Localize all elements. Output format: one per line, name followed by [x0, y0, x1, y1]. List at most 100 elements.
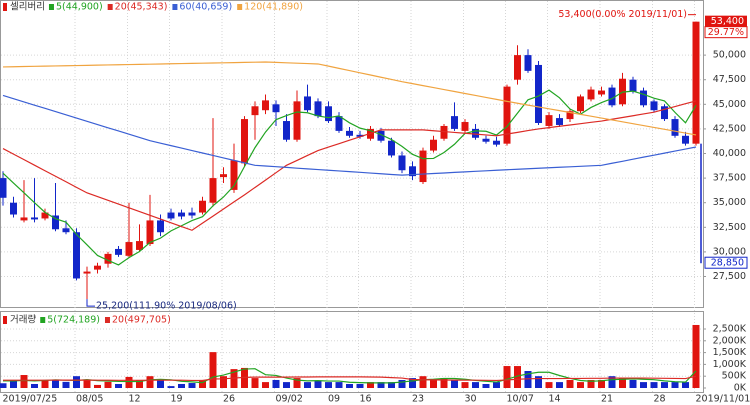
candle-body	[650, 101, 658, 111]
candle-body	[146, 220, 154, 245]
volume-bar	[524, 371, 532, 388]
y-tick-label: 30,000	[713, 246, 746, 257]
x-tick-label: 16	[360, 394, 372, 405]
y-tick-label: 2,000K	[713, 335, 747, 346]
legend-swatch	[40, 317, 46, 323]
candle-body	[20, 217, 28, 221]
candle-body	[514, 55, 521, 80]
volume-bar	[493, 382, 500, 388]
y-tick-label: 0K	[734, 383, 747, 394]
change-box	[704, 26, 748, 39]
candle-body	[104, 253, 112, 264]
ma-line	[3, 375, 697, 382]
x-tick-label: 10/07	[507, 394, 534, 405]
volume-bar	[671, 382, 679, 388]
candle-body	[251, 106, 259, 116]
x-tick-label: 12	[129, 394, 141, 405]
legend-title: 거래량	[10, 314, 36, 326]
candle-body	[503, 86, 511, 144]
volume-bar	[41, 379, 49, 388]
volume-bar	[20, 375, 28, 388]
volume-bar	[325, 382, 332, 388]
candle-body	[335, 116, 343, 131]
volume-bar	[503, 366, 511, 388]
candle-body	[524, 55, 532, 71]
candle-body	[472, 128, 479, 138]
volume-bar	[629, 379, 637, 388]
candle-body	[52, 215, 59, 230]
candle-body	[440, 125, 448, 139]
y-tick-label: 35,000	[713, 197, 746, 208]
y-tick-label: 1,500K	[713, 347, 747, 358]
volume-bar	[451, 379, 458, 388]
volume-bar	[251, 378, 259, 388]
candle-body	[556, 118, 563, 125]
candle-body	[419, 150, 427, 183]
volume-bar	[577, 382, 584, 388]
candle-body	[608, 87, 616, 106]
legend-swatch	[107, 4, 113, 10]
change-label: 29.77%	[708, 27, 744, 38]
volume-bar	[73, 376, 80, 388]
candle-body	[304, 96, 311, 111]
legend-swatch	[237, 4, 243, 10]
candle-body	[230, 160, 238, 190]
volume-bar	[10, 379, 17, 388]
volume-bar	[146, 376, 154, 388]
candle-body	[115, 248, 122, 255]
volume-bar	[388, 382, 395, 388]
candle-body	[167, 212, 175, 219]
volume-bar	[115, 383, 122, 388]
volume-bar	[94, 384, 101, 388]
x-tick-label: 08/05	[76, 394, 103, 405]
volume-bar	[293, 378, 301, 388]
volume-panel	[0, 311, 704, 393]
volume-bar	[367, 382, 374, 388]
volume-bar	[188, 383, 196, 388]
volume-bar	[62, 381, 70, 388]
volume-bar	[608, 376, 616, 388]
x-tick-label: 30	[465, 394, 477, 405]
candle-body	[220, 174, 227, 178]
volume-bar	[409, 378, 416, 388]
y-tick-label: 2,500K	[713, 323, 747, 334]
legend-label: 20(497,705)	[112, 315, 171, 326]
candle-body	[545, 115, 553, 126]
candle-body	[661, 106, 668, 120]
candle-body	[325, 106, 332, 122]
legend-icon	[3, 316, 7, 324]
ma-line	[2, 94, 697, 176]
volume-bar	[587, 379, 595, 388]
candle-body	[461, 122, 469, 131]
y-tick-label: 45,000	[713, 99, 746, 110]
candle-body	[629, 79, 637, 92]
volume-bar	[178, 383, 185, 388]
legend-swatch	[104, 317, 110, 323]
candle-body	[692, 21, 700, 144]
candle-body	[482, 138, 490, 142]
volume-bar	[461, 382, 469, 388]
volume-bar	[482, 383, 490, 388]
candle-body	[682, 135, 689, 144]
volume-bar	[640, 382, 647, 388]
candle-body	[262, 100, 269, 111]
volume-bar	[304, 382, 311, 388]
volume-bar	[314, 380, 322, 388]
candle-body	[178, 212, 185, 217]
volume-bar	[52, 380, 59, 388]
y-tick-label: 37,500	[713, 173, 746, 184]
legend-label: 20(45,343)	[115, 2, 168, 13]
y-tick-label: 27,500	[713, 271, 746, 282]
volume-bar	[619, 378, 626, 388]
volume-bar	[272, 379, 280, 388]
volume-bar	[220, 376, 227, 388]
lower-limit-label: 28,850	[711, 258, 744, 269]
x-tick-label: 23	[412, 394, 424, 405]
volume-bar	[535, 376, 542, 388]
x-tick-label: 19	[171, 394, 183, 405]
y-tick-label: 50,000	[713, 50, 746, 61]
volume-bar	[346, 383, 353, 388]
last-price-label: 53,400	[711, 16, 744, 27]
x-tick-label: 28	[654, 394, 666, 405]
candle-body	[73, 232, 80, 279]
